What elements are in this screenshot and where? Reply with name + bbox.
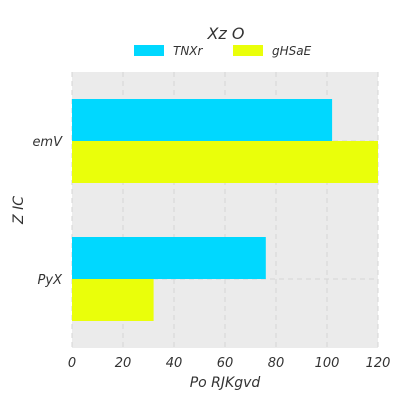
y-axis-ticks: emV PyX	[32, 135, 63, 288]
legend-label-tnxr: TNXr	[173, 44, 204, 58]
x-tick-label: 40	[166, 356, 183, 371]
bar-ghsae-pyx	[72, 279, 154, 321]
x-tick-label: 120	[366, 356, 391, 371]
legend-swatch-tnxr	[134, 45, 164, 56]
x-tick-label: 80	[268, 356, 285, 371]
y-tick-label: PyX	[38, 273, 64, 288]
bar-tnxr-emv	[72, 99, 333, 141]
x-tick-label: 100	[315, 356, 340, 371]
legend-swatch-ghsae	[233, 45, 263, 56]
legend: TNXr gHSaE	[134, 44, 312, 58]
x-axis-ticks: 0 20 40 60 80 100 120	[68, 356, 391, 371]
y-axis-label: Z IC	[11, 196, 27, 225]
x-tick-label: 60	[217, 356, 234, 371]
bar-tnxr-pyx	[72, 237, 266, 279]
x-tick-label: 0	[68, 356, 76, 371]
chart-title: Xz O	[206, 24, 244, 43]
x-tick-label: 20	[115, 356, 132, 371]
legend-label-ghsae: gHSaE	[272, 44, 312, 58]
bars	[72, 99, 378, 321]
bar-ghsae-emv	[72, 141, 378, 183]
x-axis-label: Po RJKgvd	[190, 375, 261, 391]
y-tick-label: emV	[32, 135, 63, 150]
